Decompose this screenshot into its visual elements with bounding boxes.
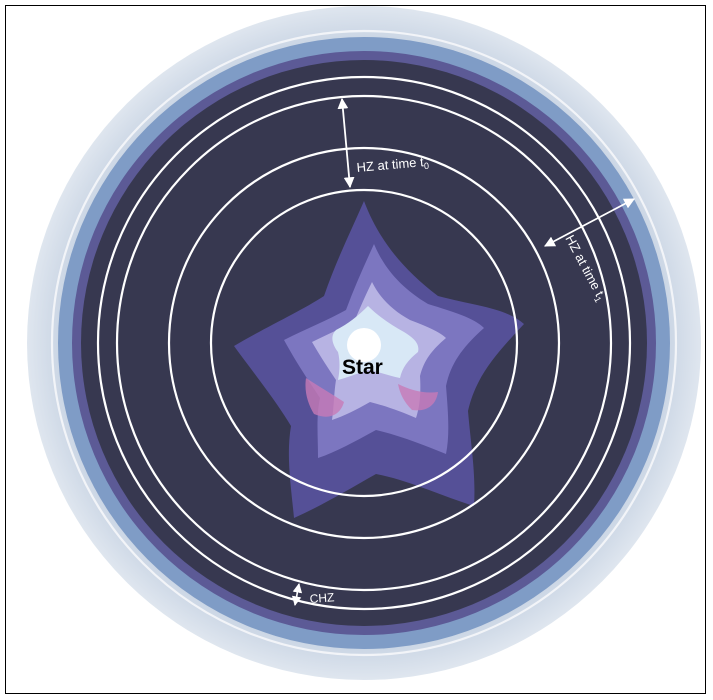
orbit-ring-2	[167, 146, 561, 540]
outer-white-ring	[50, 29, 678, 657]
orbit-ring-4	[96, 75, 632, 611]
hz-t1-subscript: 1	[592, 295, 603, 304]
star-core	[347, 328, 381, 362]
diagram-frame: HZ at time t0 HZ at time t1 CHZ Star	[5, 5, 706, 694]
hz-t0-label: HZ at time t0	[356, 154, 429, 177]
habitable-zone-diagram: HZ at time t0 HZ at time t1 CHZ Star	[27, 6, 701, 680]
star-pink-left	[305, 378, 344, 417]
hz-t0-arrow	[337, 97, 355, 189]
star-label: Star	[342, 356, 383, 379]
hz-t1-arrow	[544, 198, 635, 247]
chz-label: CHZ	[309, 590, 335, 606]
orbit-ring-1	[209, 188, 519, 498]
star-pink-right	[398, 384, 438, 411]
hz-t0-subscript: 0	[423, 161, 429, 171]
chz-arrow	[291, 583, 303, 606]
orbit-rings	[96, 75, 632, 611]
orbit-ring-3	[115, 94, 613, 592]
